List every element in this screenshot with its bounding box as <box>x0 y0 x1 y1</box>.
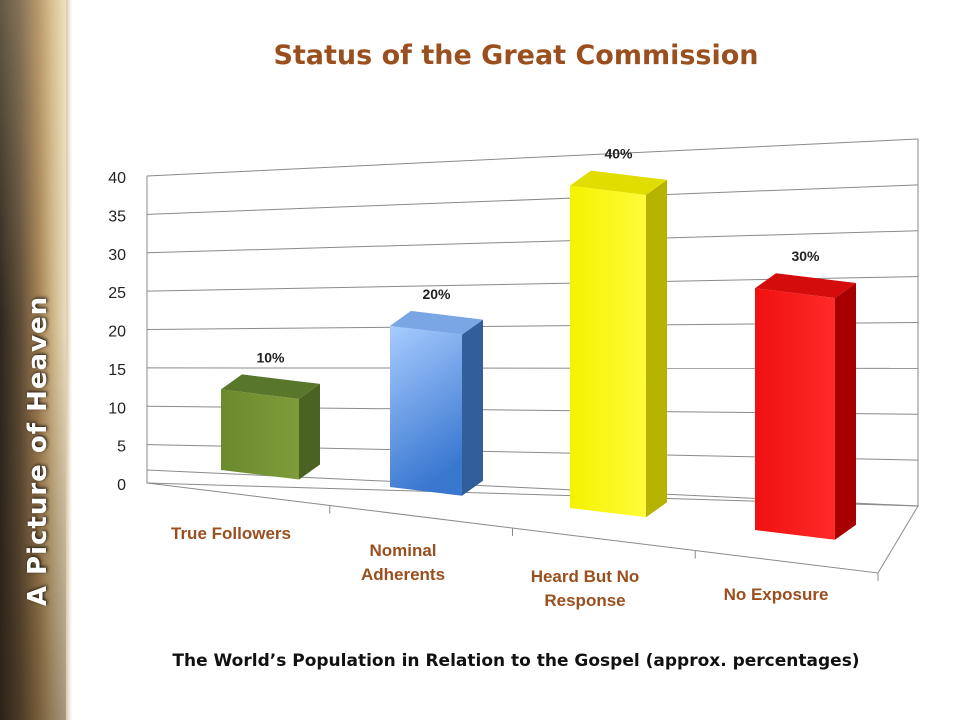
bar-2 <box>390 310 483 496</box>
bar-side <box>299 383 320 480</box>
x-category-label: True Followers <box>171 524 291 543</box>
bar-side <box>646 179 667 518</box>
x-category-label: Response <box>544 591 625 610</box>
chart-caption: The World’s Population in Relation to th… <box>172 651 860 671</box>
y-tick-label: 35 <box>108 208 126 225</box>
bars <box>221 170 856 540</box>
gridline <box>146 230 919 254</box>
bar-top <box>570 170 667 195</box>
x-category-label: No Exposure <box>724 585 829 604</box>
bar-top <box>390 310 483 335</box>
x-category-label: Heard But No <box>531 567 640 586</box>
y-tick-label: 0 <box>117 477 126 494</box>
data-label: 40% <box>604 146 633 162</box>
side-band-edge <box>66 0 72 720</box>
data-label: 30% <box>791 248 820 264</box>
bar-side <box>835 282 856 540</box>
chart-title: Status of the Great Commission <box>273 40 759 71</box>
side-decorative-band <box>0 0 66 720</box>
data-label: 20% <box>422 286 451 302</box>
y-axis-ticks: 0 5 10 15 20 25 30 35 40 <box>108 170 126 494</box>
bar-top <box>755 273 856 298</box>
bar-side <box>462 319 483 496</box>
bar-4 <box>755 273 856 540</box>
data-labels: 10% 20% 40% 30% <box>256 146 820 366</box>
bar-1 <box>221 374 320 480</box>
bar-top <box>221 374 320 399</box>
bar-front <box>221 389 299 480</box>
data-label: 10% <box>256 349 285 365</box>
gridline <box>146 184 919 215</box>
bar-front <box>570 185 646 518</box>
x-category-label: Nominal <box>369 541 436 560</box>
bar-front <box>755 288 835 540</box>
x-category-label: Adherents <box>361 565 445 584</box>
y-tick-label: 10 <box>108 400 126 417</box>
y-tick-label: 20 <box>108 324 126 341</box>
x-axis-labels: True Followers Nominal Adherents Heard But … <box>171 524 828 610</box>
gridline <box>146 138 919 177</box>
y-tick-label: 40 <box>108 170 126 187</box>
y-tick-label: 30 <box>108 247 126 264</box>
y-tick-label: 15 <box>108 362 126 379</box>
y-tick-label: 25 <box>108 285 126 302</box>
y-tick-label: 5 <box>117 439 126 456</box>
bar-front <box>390 325 462 496</box>
bar-3 <box>570 170 667 518</box>
